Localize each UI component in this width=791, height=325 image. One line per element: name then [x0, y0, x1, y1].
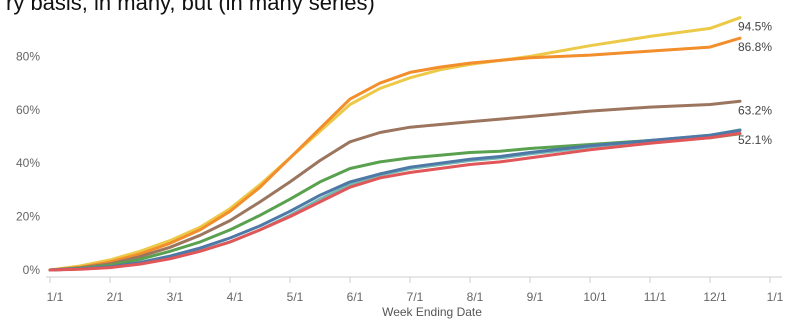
x-tick-label: 2/1: [107, 290, 124, 304]
x-axis-label: Week Ending Date: [382, 305, 482, 319]
x-tick-label: 10/1: [583, 290, 607, 304]
end-value-label: 86.8%: [738, 40, 772, 54]
x-tick-label: 7/1: [407, 290, 424, 304]
series-line: [48, 128, 742, 272]
series-line: [48, 36, 742, 272]
x-tick-label: 8/1: [467, 290, 484, 304]
x-tick-label: 12/1: [703, 290, 727, 304]
y-tick-label: 20%: [16, 210, 40, 224]
end-value-label: 63.2%: [738, 103, 772, 117]
series-line: [48, 131, 742, 272]
x-tick-label: 4/1: [227, 290, 244, 304]
end-value-label: 52.1%: [738, 133, 772, 147]
x-tick-label: 9/1: [527, 290, 544, 304]
x-tick-label: 1/1: [47, 290, 64, 304]
series-line: [48, 99, 742, 272]
y-tick-label: 0%: [23, 263, 41, 277]
y-tick-label: 60%: [16, 103, 40, 117]
series-line: [48, 132, 742, 272]
x-tick-label: 11/1: [644, 290, 667, 304]
x-tick-label: 6/1: [347, 290, 364, 304]
x-tick-label: 1/1: [767, 290, 784, 304]
end-value-label: 94.5%: [738, 20, 772, 34]
y-tick-label: 40%: [16, 156, 40, 170]
y-tick-label: 80%: [16, 49, 40, 63]
top-caption-text: ry basis, in many, but (in many series): [6, 0, 375, 15]
x-tick-label: 5/1: [287, 290, 304, 304]
series-line: [48, 16, 742, 272]
x-tick-label: 3/1: [167, 290, 184, 304]
